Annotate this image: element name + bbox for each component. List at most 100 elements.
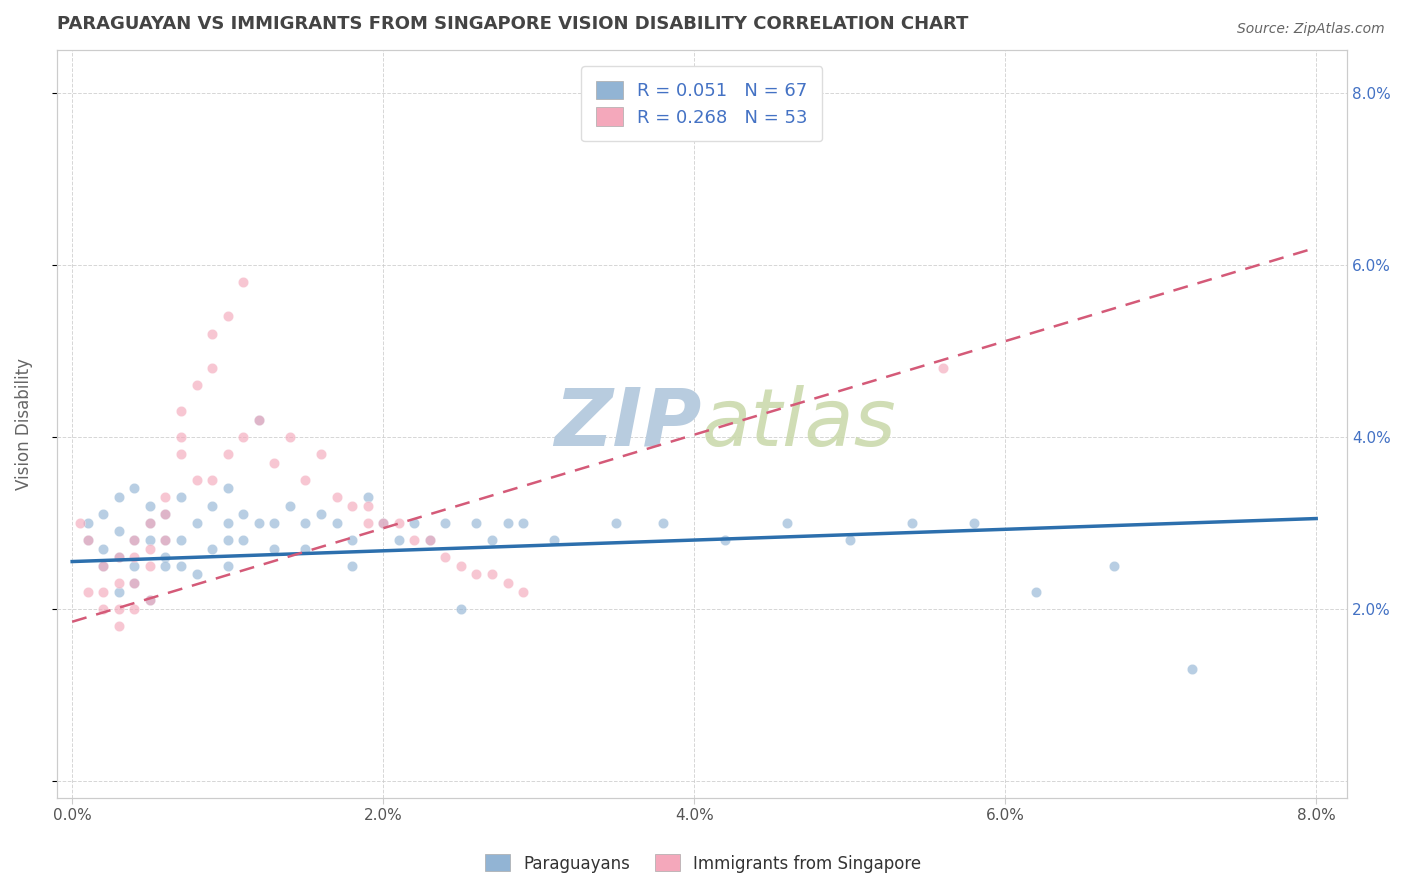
Point xyxy=(108,584,131,599)
Text: PARAGUAYAN VS IMMIGRANTS FROM SINGAPORE VISION DISABILITY CORRELATION CHART: PARAGUAYAN VS IMMIGRANTS FROM SINGAPORE … xyxy=(56,15,967,33)
Point xyxy=(108,619,131,633)
Point xyxy=(124,550,146,565)
Point xyxy=(294,473,316,487)
Point xyxy=(465,516,488,530)
Point xyxy=(963,516,986,530)
Point xyxy=(76,584,98,599)
Point xyxy=(139,541,162,556)
Point xyxy=(139,499,162,513)
Point xyxy=(91,558,114,573)
Point xyxy=(170,490,193,504)
Point xyxy=(108,524,131,539)
Point xyxy=(496,576,519,591)
Point xyxy=(139,516,162,530)
Point xyxy=(356,499,378,513)
Point xyxy=(512,584,534,599)
Point xyxy=(247,516,270,530)
Point xyxy=(247,412,270,426)
Point xyxy=(450,602,472,616)
Point xyxy=(356,490,378,504)
Point xyxy=(1025,584,1047,599)
Point xyxy=(201,499,224,513)
Point xyxy=(217,482,239,496)
Text: atlas: atlas xyxy=(702,385,897,463)
Legend: Paraguayans, Immigrants from Singapore: Paraguayans, Immigrants from Singapore xyxy=(478,847,928,880)
Point xyxy=(232,430,254,444)
Point xyxy=(155,508,177,522)
Point xyxy=(1102,558,1125,573)
Point xyxy=(201,326,224,341)
Point xyxy=(124,576,146,591)
Point xyxy=(91,508,114,522)
Point xyxy=(217,516,239,530)
Point xyxy=(170,404,193,418)
Point xyxy=(139,558,162,573)
Point xyxy=(481,533,503,547)
Point xyxy=(838,533,860,547)
Point xyxy=(465,567,488,582)
Y-axis label: Vision Disability: Vision Disability xyxy=(15,358,32,490)
Point xyxy=(434,550,457,565)
Point xyxy=(232,275,254,289)
Point xyxy=(356,516,378,530)
Point xyxy=(776,516,799,530)
Point xyxy=(263,541,285,556)
Point xyxy=(155,533,177,547)
Point xyxy=(91,584,114,599)
Point xyxy=(543,533,565,547)
Point xyxy=(652,516,675,530)
Point xyxy=(496,516,519,530)
Point xyxy=(512,516,534,530)
Point xyxy=(139,593,162,607)
Point xyxy=(217,558,239,573)
Point xyxy=(108,550,131,565)
Point xyxy=(76,533,98,547)
Point xyxy=(714,533,737,547)
Point xyxy=(108,576,131,591)
Point xyxy=(124,558,146,573)
Legend: R = 0.051   N = 67, R = 0.268   N = 53: R = 0.051 N = 67, R = 0.268 N = 53 xyxy=(582,66,823,141)
Point xyxy=(201,361,224,376)
Point xyxy=(309,447,332,461)
Point xyxy=(309,508,332,522)
Point xyxy=(605,516,627,530)
Point xyxy=(186,567,208,582)
Point xyxy=(155,533,177,547)
Point xyxy=(263,516,285,530)
Point xyxy=(91,541,114,556)
Point xyxy=(404,533,426,547)
Point xyxy=(139,593,162,607)
Point xyxy=(419,533,441,547)
Point xyxy=(155,550,177,565)
Point xyxy=(340,499,363,513)
Text: Source: ZipAtlas.com: Source: ZipAtlas.com xyxy=(1237,22,1385,37)
Point xyxy=(170,558,193,573)
Point xyxy=(76,533,98,547)
Point xyxy=(124,482,146,496)
Point xyxy=(340,533,363,547)
Point xyxy=(373,516,395,530)
Point xyxy=(232,508,254,522)
Point xyxy=(404,516,426,530)
Point xyxy=(901,516,924,530)
Point xyxy=(69,516,91,530)
Point xyxy=(419,533,441,547)
Point xyxy=(108,490,131,504)
Point xyxy=(278,430,301,444)
Point xyxy=(139,533,162,547)
Point xyxy=(932,361,955,376)
Point xyxy=(247,412,270,426)
Point xyxy=(108,602,131,616)
Point xyxy=(91,558,114,573)
Point xyxy=(434,516,457,530)
Point xyxy=(217,310,239,324)
Point xyxy=(294,516,316,530)
Point xyxy=(186,473,208,487)
Point xyxy=(388,516,411,530)
Point xyxy=(325,490,347,504)
Point xyxy=(450,558,472,573)
Point xyxy=(217,447,239,461)
Point xyxy=(186,516,208,530)
Point xyxy=(155,490,177,504)
Point xyxy=(91,602,114,616)
